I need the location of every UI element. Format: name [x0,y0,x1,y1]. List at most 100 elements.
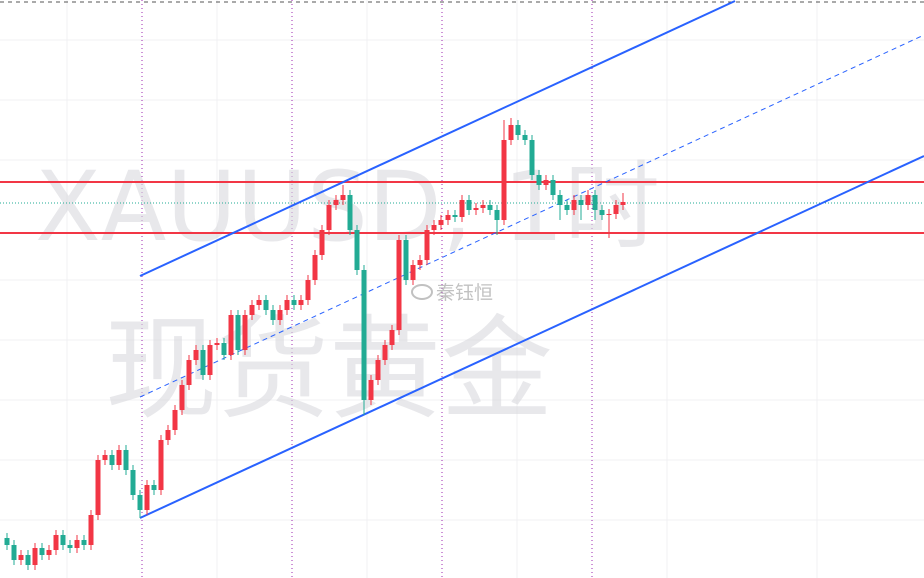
candle-body [466,200,472,210]
candle-body [95,460,101,515]
author-watermark: 秦钰恒 [411,282,493,304]
candle-body [165,430,171,440]
candle-body [312,255,318,280]
candle-body [214,343,220,345]
candle-body [46,550,52,555]
candle-body [578,200,584,205]
candle-body [74,540,80,548]
candle-body [242,315,248,350]
candle-body [333,200,339,205]
candle-body [368,380,374,400]
candle-body [375,360,381,380]
candle-body [207,345,213,375]
candle-body [88,515,94,545]
candle-body [606,214,612,215]
candle-body [137,495,143,510]
candle-body [403,240,409,280]
candle-body [487,205,493,210]
candle-body [459,200,465,217]
candle-body [585,195,591,205]
candle-body [529,140,535,175]
session-separators [141,0,593,578]
candle-body [186,360,192,385]
candle-body [249,305,255,315]
candle-body [228,315,234,355]
candle-body [340,195,346,200]
candle-body [389,330,395,345]
candle-body [277,310,283,320]
candle-body [11,545,17,560]
candle-body [172,410,178,430]
candle-body [18,555,24,560]
symbol-watermark: XAUUSD, 1时 [35,151,660,263]
candle-body [361,270,367,400]
candle-body [508,125,514,140]
candle-body [473,208,479,210]
candle-body [235,315,241,350]
candle-body [522,135,528,140]
candle-body [613,205,619,214]
candle-body [291,300,297,305]
trend-line [139,155,924,519]
candle-body [144,485,150,510]
candle-body [424,230,430,260]
name-watermark: 现货黄金 [105,305,553,435]
candle-body [564,205,570,210]
candle-body [116,450,122,465]
trend-line [139,0,736,277]
candle-body [32,548,38,565]
candle-body [480,205,486,208]
candle-body [410,265,416,280]
candle-body [102,455,108,460]
candle-body [53,535,59,550]
candle-body [620,202,626,205]
candle-body [67,545,73,548]
candle-body [494,210,500,220]
candle-body [284,300,290,310]
candle-body [270,310,276,320]
candle-body [81,540,87,545]
candle-body [382,345,388,360]
candle-body [515,125,521,135]
candle-body [123,450,129,470]
candle-body [571,200,577,210]
candle-body [354,230,360,270]
candle-body [396,240,402,330]
candle-body [557,195,563,205]
author-name: 秦钰恒 [436,282,493,304]
candle-body [438,220,444,225]
candle-body [543,180,549,185]
candle-body [501,140,507,220]
candle-body [200,350,206,375]
candle-body [130,470,136,495]
candle-body [305,280,311,300]
candle-body [431,225,437,230]
candle-body [60,535,66,545]
candle-body [536,175,542,185]
candle-body [298,300,304,305]
candle-body [221,343,227,355]
candle-body [39,548,45,555]
candle-body [592,195,598,210]
candle-body [326,205,332,230]
candle-body [179,385,185,410]
candle-body [417,260,423,265]
candle-body [256,300,262,305]
candle-body [445,215,451,220]
candle-body [599,210,605,215]
candle-body [109,455,115,465]
candle-body [452,215,458,217]
candle-body [151,485,157,490]
candle-body [158,440,164,490]
candle-body [25,555,31,565]
candle-body [193,350,199,360]
candle-body [347,195,353,230]
candle-body [550,180,556,195]
candle-body [4,538,10,545]
candle-body [263,300,269,310]
candle-body [319,230,325,255]
